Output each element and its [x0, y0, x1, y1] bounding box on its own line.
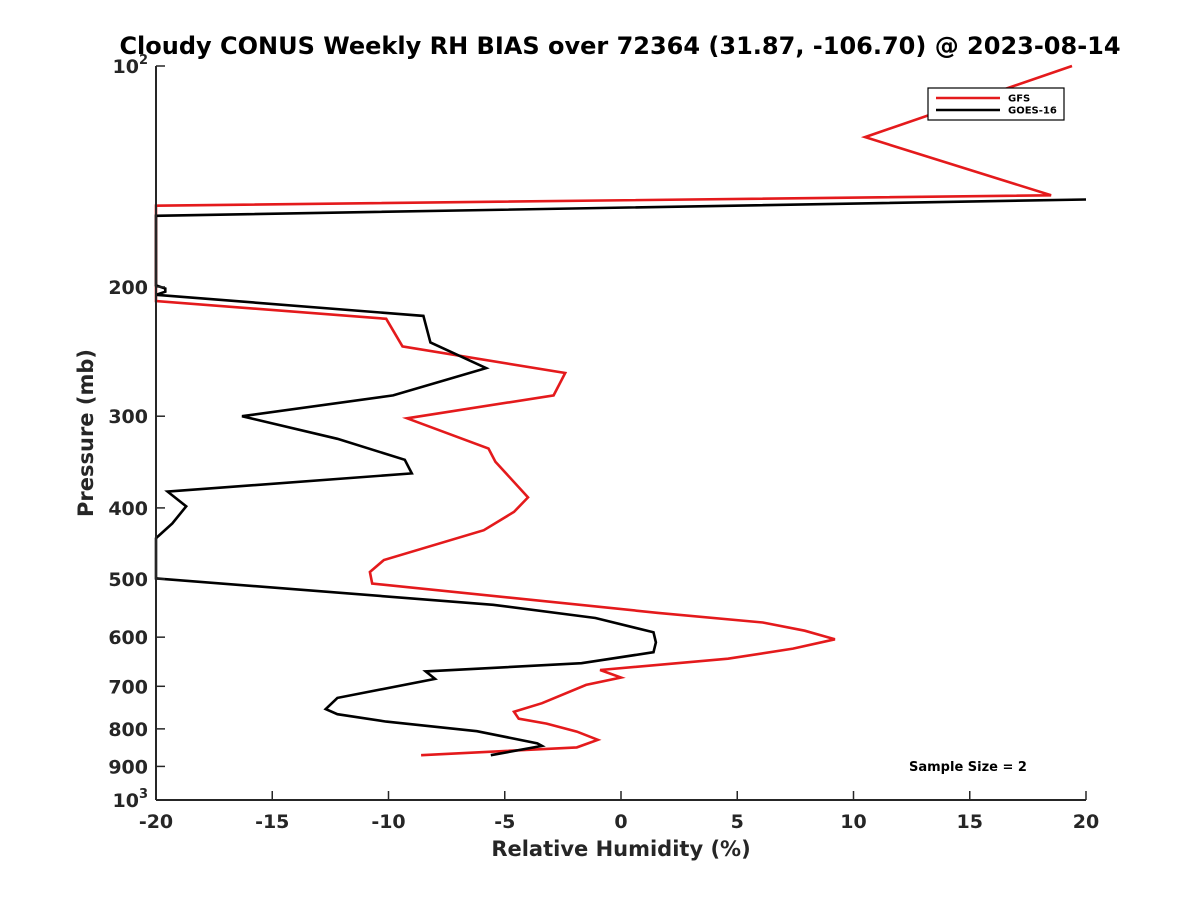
x-tick-label: 5 [731, 811, 744, 833]
x-tick-label: 10 [840, 811, 866, 833]
y-tick-label: 900 [108, 756, 148, 778]
x-tick-label: -20 [139, 811, 173, 833]
plot-area [156, 66, 1086, 800]
y-tick-label: 102 [113, 53, 149, 78]
x-tick-label: -10 [371, 811, 405, 833]
y-tick-label: 200 [108, 277, 148, 299]
x-tick-label: -5 [494, 811, 515, 833]
series-line-gfs [154, 64, 1073, 757]
x-ticks: -20 -15 -10 -5 0 5 10 15 20 [139, 791, 1099, 833]
x-tick-label: 0 [614, 811, 627, 833]
x-axis-label: Relative Humidity (%) [491, 837, 750, 861]
y-tick-label: 300 [108, 406, 148, 428]
sample-size-annotation: Sample Size = 2 [909, 760, 1027, 775]
legend-box [927, 87, 1065, 121]
y-tick-label: 800 [108, 719, 148, 741]
legend-label-goes16: GOES-16 [1008, 106, 1057, 117]
y-tick-label: 400 [108, 498, 148, 520]
series-layer [154, 64, 1087, 757]
y-tick-label: 600 [108, 627, 148, 649]
x-tick-label: 15 [957, 811, 983, 833]
legend-label-gfs: GFS [1008, 94, 1030, 105]
x-tick-label: -15 [255, 811, 289, 833]
y-ticks: 102 200 300 400 500 600 700 800 900 103 [108, 53, 165, 812]
y-tick-label: 103 [113, 787, 149, 812]
y-tick-label: 500 [108, 569, 148, 591]
chart-title: Cloudy CONUS Weekly RH BIAS over 72364 (… [119, 32, 1120, 60]
legend: GFS GOES-16 [927, 87, 1065, 121]
y-axis-label: Pressure (mb) [74, 349, 98, 517]
x-tick-label: 20 [1073, 811, 1099, 833]
y-tick-label: 700 [108, 676, 148, 698]
series-line-goes16 [154, 198, 1087, 757]
